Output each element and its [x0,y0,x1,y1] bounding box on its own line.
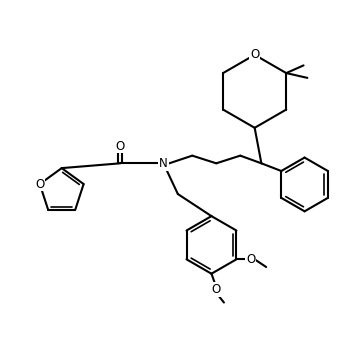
Text: O: O [35,177,44,190]
Text: O: O [250,48,259,61]
Text: N: N [159,157,168,170]
Text: O: O [116,140,125,153]
Text: O: O [246,253,255,266]
Text: O: O [211,282,221,295]
